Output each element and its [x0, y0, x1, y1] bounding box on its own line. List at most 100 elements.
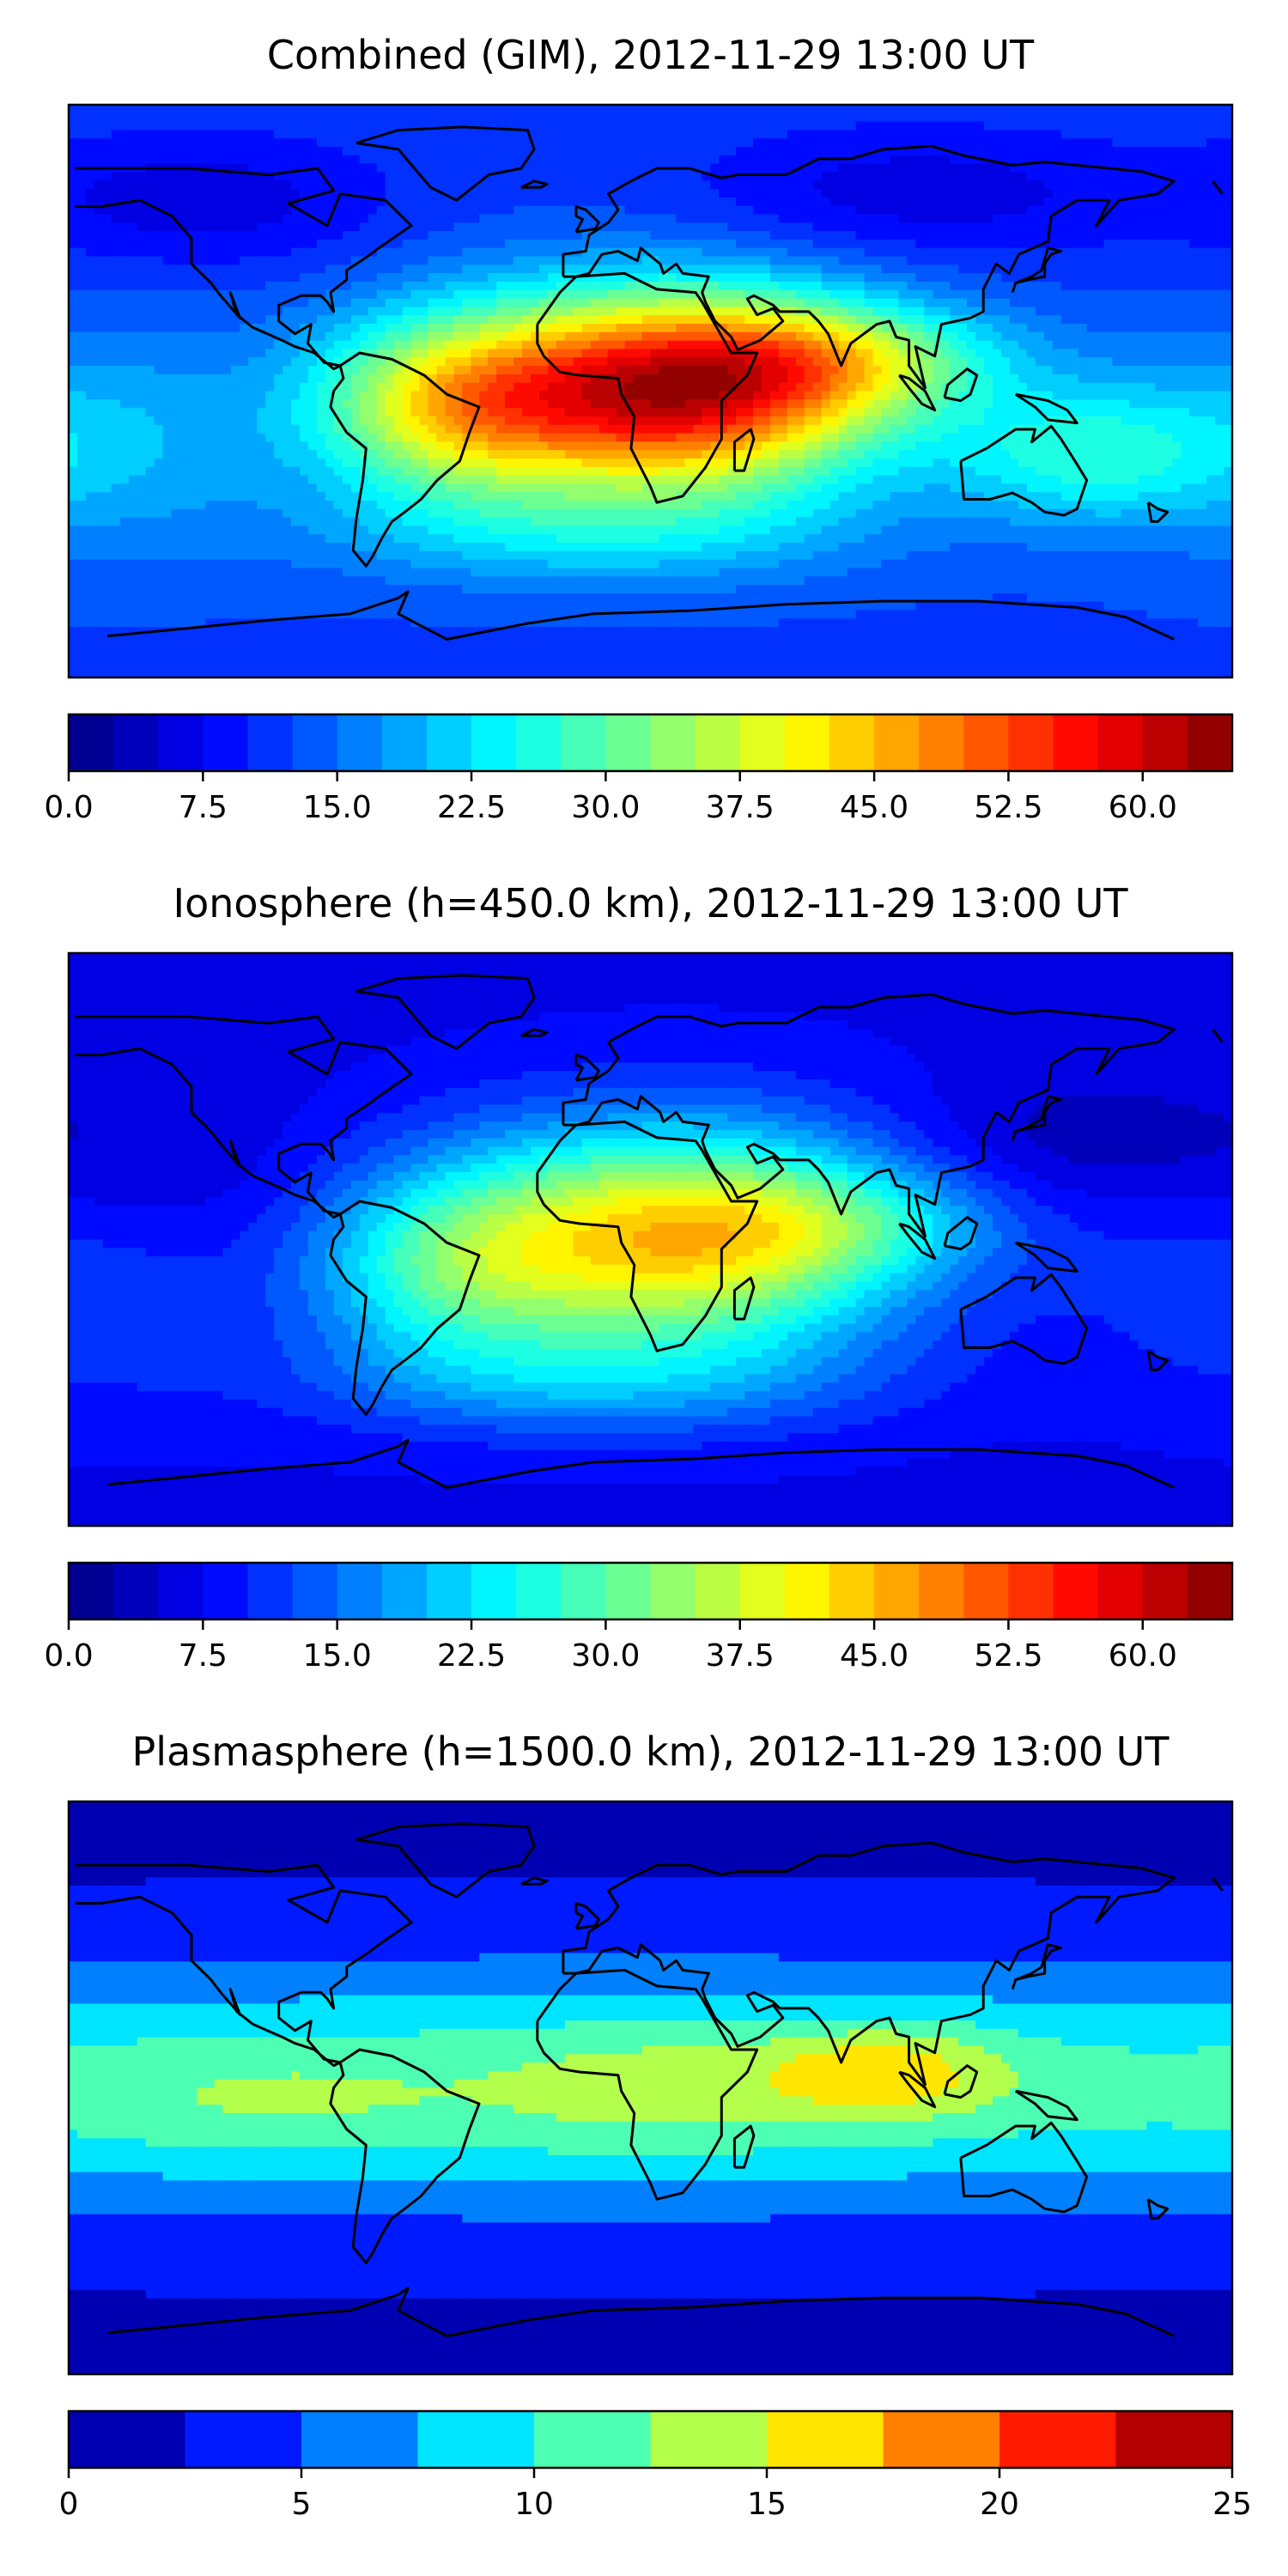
- heat-cell: [496, 331, 506, 342]
- heat-cell: [1069, 289, 1079, 300]
- heat-cell: [359, 189, 369, 198]
- heat-cell: [171, 105, 181, 114]
- heat-cell: [993, 121, 1002, 131]
- heat-cell: [958, 281, 968, 291]
- heat-cell: [154, 281, 164, 291]
- heat-cell: [145, 214, 155, 223]
- heat-cell: [1009, 231, 1019, 240]
- heat-cell: [547, 391, 557, 400]
- heat-cell: [924, 315, 933, 325]
- heat-cell: [1121, 264, 1131, 274]
- heat-cell: [616, 172, 626, 181]
- heat-cell: [1146, 130, 1156, 139]
- heat-cell: [179, 197, 190, 207]
- heat-cell: [556, 105, 566, 114]
- heat-cell: [419, 366, 429, 375]
- heat-cell: [710, 399, 720, 409]
- heat-cell: [69, 256, 78, 265]
- heat-cell: [300, 239, 309, 249]
- heat-cell: [471, 315, 480, 325]
- heat-cell: [197, 138, 207, 148]
- heat-cell: [607, 163, 617, 173]
- heat-cell: [950, 391, 959, 400]
- heat-cell: [736, 340, 745, 350]
- heat-cell: [847, 189, 857, 198]
- heat-cell: [111, 331, 121, 342]
- heat-cell: [769, 315, 780, 325]
- heat-cell: [890, 121, 900, 131]
- heat-cell: [769, 281, 780, 291]
- heat-cell: [967, 340, 976, 350]
- heat-cell: [85, 256, 95, 265]
- heat-cell: [505, 273, 514, 283]
- heat-cell: [410, 231, 421, 240]
- heat-cell: [762, 130, 771, 139]
- heat-cell: [881, 130, 891, 139]
- heat-cell: [145, 256, 155, 265]
- heat-cell: [573, 408, 583, 417]
- heat-cell: [667, 214, 677, 223]
- heat-cell: [445, 289, 454, 300]
- heat-cell: [1138, 147, 1147, 156]
- heat-cell: [547, 121, 557, 131]
- heat-cell: [1224, 105, 1232, 114]
- heat-cell: [307, 105, 318, 114]
- heat-cell: [188, 105, 198, 114]
- heat-cell: [898, 121, 908, 131]
- heat-cell: [727, 214, 737, 223]
- heat-cell: [590, 147, 600, 156]
- heat-cell: [915, 205, 925, 216]
- heat-cell: [368, 307, 378, 316]
- heat-cell: [855, 374, 866, 384]
- heat-cell: [581, 349, 592, 358]
- heat-cell: [1043, 121, 1054, 131]
- heat-cell: [607, 138, 617, 148]
- heat-cell: [821, 399, 831, 409]
- heat-cell: [325, 382, 335, 392]
- heat-cell: [248, 121, 258, 131]
- heat-cell: [581, 197, 592, 207]
- heat-cell: [864, 399, 874, 409]
- heat-cell: [488, 214, 497, 223]
- heat-cell: [257, 315, 266, 325]
- heat-cell: [513, 205, 523, 216]
- heat-cell: [1043, 357, 1054, 367]
- heat-cell: [1206, 155, 1216, 165]
- heat-cell: [1052, 112, 1062, 123]
- heat-cell: [667, 264, 677, 274]
- heat-cell: [556, 138, 566, 148]
- heat-cell: [838, 197, 848, 207]
- heat-cell: [667, 205, 677, 216]
- heat-cell: [616, 298, 626, 308]
- heat-cell: [1189, 289, 1199, 300]
- heat-cell: [727, 264, 737, 274]
- heat-cell: [829, 307, 840, 316]
- heat-cell: [650, 239, 660, 249]
- heat-cell: [641, 374, 652, 384]
- heat-cell: [188, 189, 198, 198]
- heat-cell: [847, 247, 857, 258]
- heat-cell: [719, 130, 728, 139]
- heat-cell: [505, 374, 514, 384]
- heat-cell: [368, 256, 378, 265]
- heat-cell: [359, 231, 369, 240]
- heat-cell: [1198, 331, 1207, 342]
- heat-cell: [1103, 147, 1114, 156]
- heat-cell: [513, 366, 523, 375]
- heat-cell: [556, 408, 566, 417]
- heat-cell: [291, 324, 301, 333]
- heat-cell: [513, 340, 523, 350]
- heat-cell: [1224, 399, 1232, 409]
- heat-cell: [1146, 281, 1156, 291]
- heat-cell: [958, 105, 968, 114]
- heat-cell: [137, 256, 147, 265]
- heat-cell: [1215, 197, 1224, 207]
- heat-cell: [307, 315, 318, 325]
- heat-cell: [274, 239, 283, 249]
- heat-cell: [94, 105, 104, 114]
- heat-cell: [453, 391, 463, 400]
- heat-cell: [890, 256, 900, 265]
- heat-cell: [915, 172, 925, 181]
- heat-cell: [872, 391, 883, 400]
- heat-cell: [581, 408, 592, 417]
